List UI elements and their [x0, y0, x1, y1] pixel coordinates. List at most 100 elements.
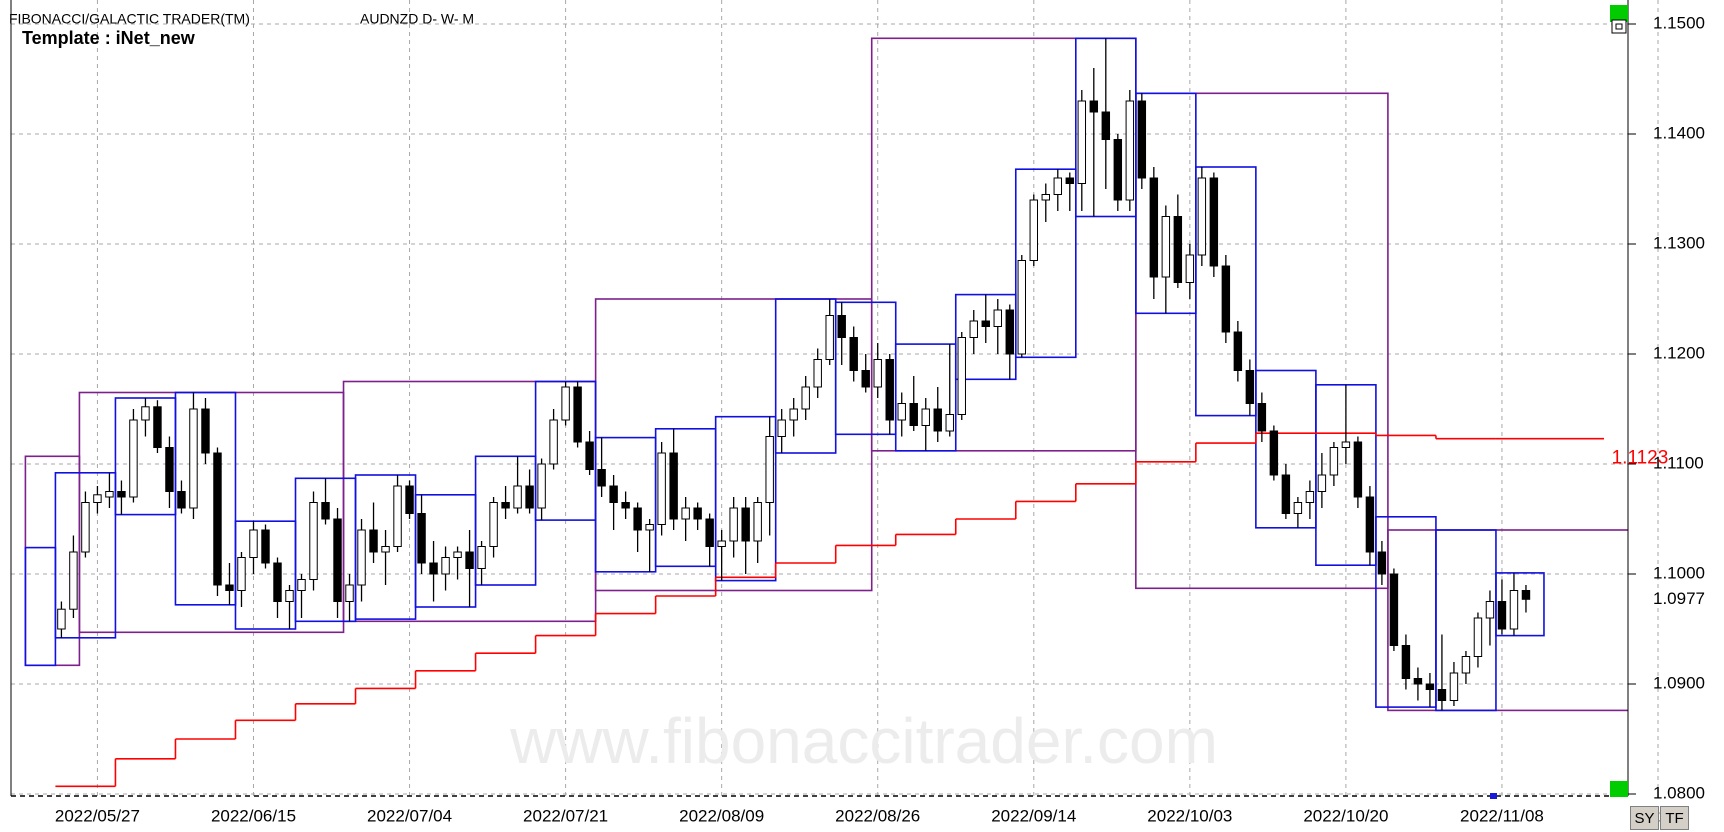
x-tick-label: 2022/08/26 — [835, 806, 920, 825]
candle-body — [897, 403, 906, 421]
x-tick-label: 2022/09/14 — [991, 806, 1076, 825]
candle-body — [453, 551, 462, 558]
x-tick-label: 2022/07/21 — [523, 806, 608, 825]
candle-body — [345, 584, 354, 602]
candle-body — [1317, 474, 1327, 492]
candle-body — [609, 485, 618, 503]
candle-body — [333, 518, 342, 602]
candle-body — [981, 320, 990, 327]
candle-body — [1437, 689, 1447, 701]
candle-body — [669, 452, 678, 520]
candle-body — [477, 546, 486, 569]
candle-body — [1485, 601, 1495, 619]
candle-body — [1245, 370, 1255, 404]
weekly-box — [24, 546, 57, 667]
candle-body — [921, 408, 930, 426]
candle-body — [801, 386, 810, 410]
y-tick-label: 1.1200 — [1653, 343, 1705, 362]
x-tick-label: 2022/10/20 — [1303, 806, 1388, 825]
grid — [11, 0, 1659, 796]
candle-body — [861, 370, 870, 388]
weekly-box — [174, 391, 237, 606]
corner-marker — [1610, 781, 1628, 797]
candle-body — [1341, 441, 1351, 448]
candle-body — [633, 507, 642, 531]
monthly-box — [1387, 529, 1628, 712]
candle-body — [1221, 265, 1231, 333]
candle-body — [1089, 100, 1099, 113]
candle-body — [117, 491, 126, 498]
y-tick-label: 1.1500 — [1653, 13, 1705, 32]
candle-body — [537, 463, 546, 509]
x-tick-label: 2022/10/03 — [1147, 806, 1232, 825]
candle-body — [381, 546, 390, 553]
candle-body — [1005, 309, 1014, 355]
candle-body — [81, 502, 90, 553]
candle-body — [249, 529, 258, 558]
candle-body — [573, 386, 582, 443]
sy-button[interactable]: SY — [1630, 806, 1659, 830]
candle-body — [213, 452, 222, 586]
candle-body — [1425, 683, 1435, 690]
corner-icon-inner — [1615, 23, 1623, 30]
watermark: www.fibonaccitrader.com — [509, 705, 1218, 777]
candle-body — [321, 502, 330, 520]
candle-body — [1257, 403, 1267, 432]
candle-body — [285, 590, 294, 602]
candle-body — [489, 502, 498, 547]
candle-body — [513, 485, 522, 509]
candle-body — [1149, 177, 1159, 278]
candle-body — [1473, 617, 1483, 657]
candle-body — [621, 502, 630, 509]
candle-body — [753, 502, 762, 542]
candle-body — [1389, 573, 1399, 646]
y-tick-label: 1.1100 — [1653, 453, 1704, 472]
candle-body — [993, 309, 1002, 327]
candle-body — [153, 406, 162, 448]
candle-body — [705, 518, 714, 547]
candle-body — [837, 315, 846, 338]
candle-body — [369, 529, 378, 553]
candle-body — [741, 507, 750, 542]
candle-body — [429, 562, 438, 575]
candle-body — [141, 406, 150, 421]
step-line-label: 1.1123 — [1612, 448, 1669, 469]
weekly-box — [1495, 572, 1545, 637]
candle-body — [465, 551, 474, 569]
candle-body — [69, 551, 78, 610]
weekly-box — [714, 415, 777, 582]
candle-body — [1497, 601, 1507, 630]
candle-body — [1413, 678, 1423, 685]
candle-body — [417, 513, 426, 564]
chart-title: FIBONACCI/GALACTIC TRADER(TM) — [9, 11, 250, 27]
tf-button[interactable]: TF — [1660, 806, 1689, 830]
candle-body — [1209, 177, 1219, 267]
candle-body — [729, 507, 738, 542]
x-tick-label: 2022/06/15 — [211, 806, 296, 825]
candle-body — [1449, 672, 1459, 701]
candle-body — [1053, 177, 1063, 195]
candle-body — [309, 502, 318, 580]
candle-body — [1377, 551, 1387, 575]
candle-body — [717, 540, 726, 547]
candle-body — [1017, 260, 1026, 355]
candle-body — [1185, 254, 1195, 283]
candle-body — [1293, 502, 1303, 514]
last-price-label: 1.0977 — [1653, 589, 1705, 608]
candle-body — [1509, 590, 1519, 630]
candle-body — [57, 608, 66, 630]
candle-body — [909, 403, 918, 426]
candle-body — [693, 507, 702, 520]
x-tick-label: 2022/08/09 — [679, 806, 764, 825]
candle-body — [105, 491, 114, 498]
candle-body — [189, 408, 198, 509]
monthly-box — [78, 391, 345, 634]
candle-body — [1041, 194, 1051, 201]
candle-body — [1353, 441, 1363, 498]
candle-body — [597, 469, 606, 487]
weekly-box — [54, 471, 117, 639]
candle-body — [933, 408, 942, 432]
candle-body — [1029, 199, 1039, 261]
